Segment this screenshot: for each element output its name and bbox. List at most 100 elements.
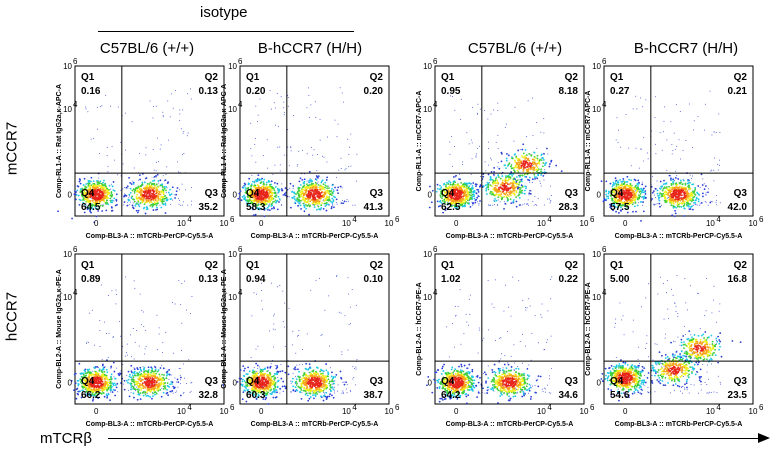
data-point [466,190,469,192]
data-point [497,196,500,199]
scatter-points [237,87,358,218]
data-point [99,204,102,207]
data-point [123,195,125,198]
data-point [490,113,492,115]
data-point [616,206,619,209]
data-point [318,208,320,210]
data-point [110,388,112,391]
data-point [668,185,670,188]
data-point [672,183,675,185]
data-point [504,202,507,205]
data-point [119,372,121,374]
data-point [548,165,551,168]
data-point [501,152,503,155]
data-point [283,193,285,196]
data-point [685,194,687,197]
data-point [145,200,148,202]
data-point [471,142,473,144]
data-point [620,206,622,209]
quadrant-label-q4: Q4 [610,188,624,199]
data-point [298,180,301,183]
data-point [179,189,181,191]
data-point [656,189,659,192]
data-point [249,197,251,200]
data-point [688,208,691,210]
data-point [672,204,675,207]
data-point [308,170,311,173]
quadrant-value-q2: 8.18 [559,86,579,97]
data-point [507,179,509,182]
data-point [99,106,101,108]
data-point [697,198,700,201]
data-point [139,293,141,295]
data-point [145,329,147,331]
data-point [118,374,121,377]
data-point [145,206,148,208]
data-point [131,195,134,198]
data-point [503,195,506,198]
data-point [171,93,173,95]
data-point [115,193,118,196]
data-point [700,173,703,176]
data-point [130,197,133,200]
scatter-points [600,90,721,222]
data-point [542,174,545,177]
x-tick-label: 0 [94,219,99,228]
data-point [302,198,305,201]
data-point [680,158,682,160]
data-point [505,167,507,170]
data-point [513,140,515,142]
data-point [682,201,685,204]
data-point [468,198,471,201]
data-point [73,389,75,392]
data-point [493,166,496,169]
data-point [283,101,285,103]
data-point [103,388,106,391]
data-point [126,374,128,376]
data-point [271,207,273,210]
data-point [123,201,126,203]
y-tick-label: 10 [228,62,237,71]
y-tick-label: 10 [228,105,237,114]
data-point [476,188,479,191]
data-point [174,194,176,196]
data-point [105,333,107,335]
data-point [306,107,308,109]
data-point [293,191,296,194]
data-point [187,204,189,206]
data-point [464,196,467,199]
data-point [108,381,111,384]
data-point [474,201,477,204]
data-point [685,201,688,204]
data-point [98,191,101,194]
data-point [114,394,117,397]
data-point [448,180,450,183]
data-point [550,160,553,163]
data-point [691,198,694,201]
data-point [324,181,327,184]
data-point [99,320,101,322]
data-point [719,164,721,166]
data-point [97,182,100,185]
data-point [542,158,545,161]
x-axis-title: Comp-BL3-A :: mTCRb-PerCP-Cy5.5-A [446,233,574,240]
data-point [497,166,499,168]
data-point [191,295,193,297]
data-point [182,392,184,394]
data-point [96,183,99,185]
data-point [689,103,691,105]
data-point [99,329,101,331]
data-point [325,179,328,181]
data-point [149,181,152,184]
data-point [298,187,301,189]
data-point [670,179,673,182]
data-point [110,373,113,376]
data-point [166,166,168,168]
data-point [673,132,675,134]
data-point [707,204,709,206]
data-point [298,189,301,192]
data-point [78,204,81,206]
data-point [96,179,98,182]
data-point [699,204,701,206]
data-point [315,202,318,205]
